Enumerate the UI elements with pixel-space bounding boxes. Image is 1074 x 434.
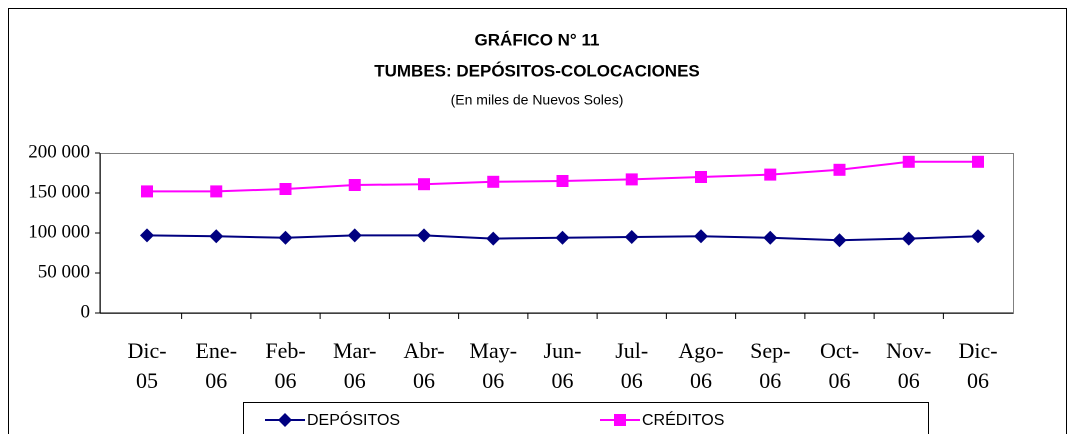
y-tick-label: 0 xyxy=(81,301,91,322)
chart-subtitle: TUMBES: DEPÓSITOS-COLOCACIONES xyxy=(374,61,700,80)
legend-box xyxy=(243,402,929,434)
point xyxy=(209,229,224,244)
x-tick-label: Abr- 06 xyxy=(403,338,445,393)
legend-marker xyxy=(614,414,626,426)
point xyxy=(971,229,985,244)
x-tick-label: Sep- 06 xyxy=(750,338,791,393)
point xyxy=(140,228,154,243)
y-tick-label: 150 000 xyxy=(28,181,90,202)
point xyxy=(763,230,778,245)
point xyxy=(487,175,500,188)
x-tick-label: Nov- 06 xyxy=(886,338,932,393)
chart-frame xyxy=(8,8,1067,434)
point xyxy=(833,163,846,176)
y-tick-label: 100 000 xyxy=(28,221,90,242)
y-tick-label: 50 000 xyxy=(38,261,90,282)
point xyxy=(902,155,915,168)
point xyxy=(556,175,569,187)
point xyxy=(279,183,292,195)
point xyxy=(695,171,707,183)
point xyxy=(764,168,777,181)
point xyxy=(694,229,708,244)
point xyxy=(278,230,293,245)
x-tick-label: Jul- 06 xyxy=(615,338,649,393)
point xyxy=(141,185,153,198)
x-tick-label: Dic- 05 xyxy=(127,338,167,393)
x-tick-label: Feb- 06 xyxy=(265,338,306,393)
legend-marker xyxy=(278,413,292,427)
x-tick-label: Oct- 06 xyxy=(819,338,860,393)
x-tick-label: Ene- 06 xyxy=(195,338,238,393)
point xyxy=(486,231,501,246)
y-tick-label: 200 000 xyxy=(28,141,90,162)
x-tick-label: Dic- 06 xyxy=(958,338,998,393)
point xyxy=(347,228,362,243)
point xyxy=(418,178,430,191)
legend-label: CRÉDITOS xyxy=(642,410,724,429)
point xyxy=(625,173,638,186)
x-tick-label: Ago- 06 xyxy=(678,338,724,393)
point xyxy=(348,179,361,191)
point xyxy=(624,230,639,244)
point xyxy=(417,228,431,243)
point xyxy=(555,230,570,245)
point xyxy=(210,185,223,198)
point xyxy=(972,155,984,168)
legend-label: DEPÓSITOS xyxy=(307,410,400,429)
point xyxy=(901,231,916,246)
chart-note: (En miles de Nuevos Soles) xyxy=(451,92,624,108)
x-tick-label: Mar- 06 xyxy=(332,338,377,393)
point xyxy=(832,233,847,248)
x-tick-label: May- 06 xyxy=(469,338,518,393)
chart-title: GRÁFICO N° 11 xyxy=(475,30,600,49)
x-tick-label: Jun- 06 xyxy=(543,338,582,393)
